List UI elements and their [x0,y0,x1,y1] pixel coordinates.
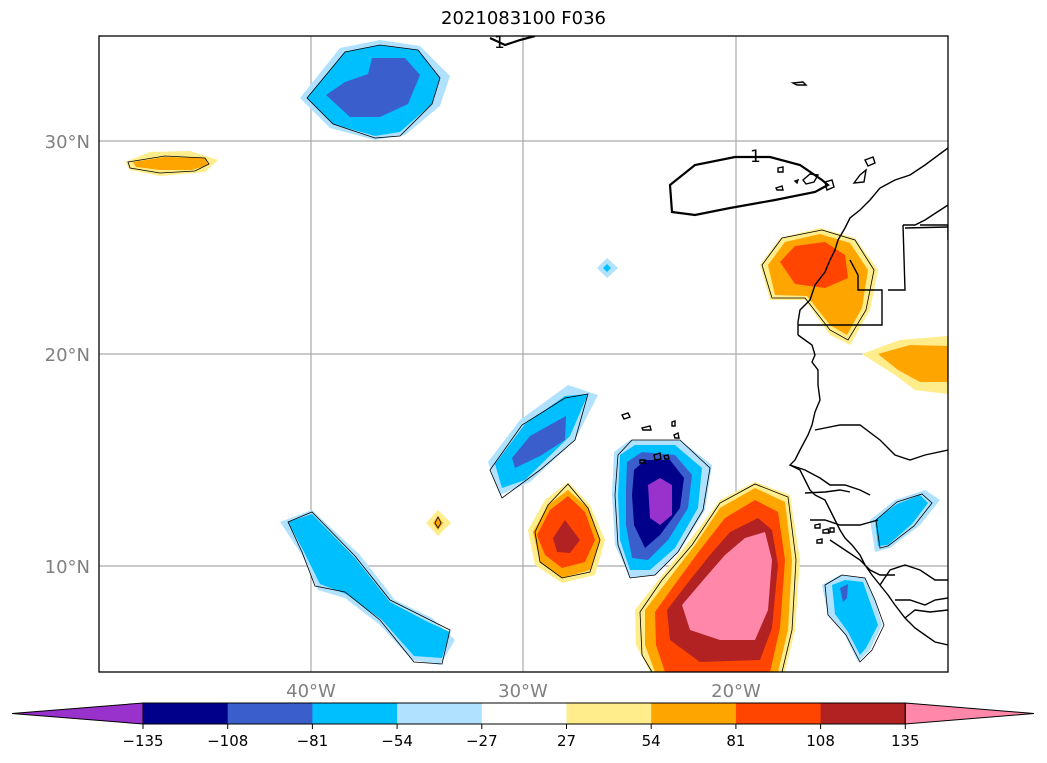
colorbar-extend-high [904,702,1035,725]
map-frame [98,35,949,673]
colorbar-outline [142,702,906,725]
lat-label-30n: 30°N [45,132,90,153]
map-title: 2021083100 F036 [441,8,606,29]
colorbar-bin-4 [397,703,483,724]
colorbar-bin-9 [820,703,906,724]
map-content: 1 1 [99,33,948,672]
colorbar-tick-label: 54 [642,732,661,750]
colorbar-bin-5 [481,703,567,724]
graticule [99,36,948,672]
colorbar-tick-label: −108 [207,732,248,750]
colorbar-bin-7 [651,703,737,724]
anomaly-negative-east [870,490,940,552]
contour-label-east: 1 [750,147,761,167]
anomaly-negative-middle [488,385,598,499]
colorbar-bin-3 [312,703,398,724]
contour-lines [489,36,830,217]
colorbar-tick-label: 135 [891,732,920,750]
colorbar: −135 −108 −81 −54 −27 27 54 81 108 135 [11,702,1035,750]
anomaly-negative-diagonal [280,510,455,665]
colorbar-tick-label: −54 [381,732,413,750]
anomaly-positive-east-edge [862,336,948,394]
lat-label-20n: 20°N [45,345,90,366]
colorbar-tick-label: 81 [726,732,745,750]
anomaly-positive-core [635,482,800,672]
anomaly-small-positive [426,510,451,536]
contour-label-top: 1 [494,33,505,53]
colorbar-tick-label: 108 [806,732,835,750]
coastlines [621,81,948,646]
anomaly-positive-middle [528,482,605,583]
anomaly-positive-northeast [760,228,878,345]
lat-label-10n: 10°N [45,557,90,578]
colorbar-tick-label: −27 [466,732,498,750]
colorbar-bin-8 [735,703,822,724]
colorbar-bin-6 [566,703,652,724]
lon-label-40w: 40°W [286,681,336,702]
colorbar-tick-label: 27 [557,732,576,750]
lon-label-30w: 30°W [498,681,548,702]
colorbar-bin-1 [143,703,229,724]
anomaly-positive-left [125,151,218,176]
anomaly-small-blue [597,258,618,278]
anomaly-negative-core [612,439,712,579]
lon-label-20w: 20°W [711,681,761,702]
colorbar-bin-2 [227,703,313,724]
colorbar-tick-label: −135 [122,732,163,750]
anomaly-negative-top [300,40,450,140]
anomaly-negative-southeast [822,574,885,663]
colorbar-tick-label: −81 [297,732,329,750]
colorbar-extend-low [11,702,144,725]
